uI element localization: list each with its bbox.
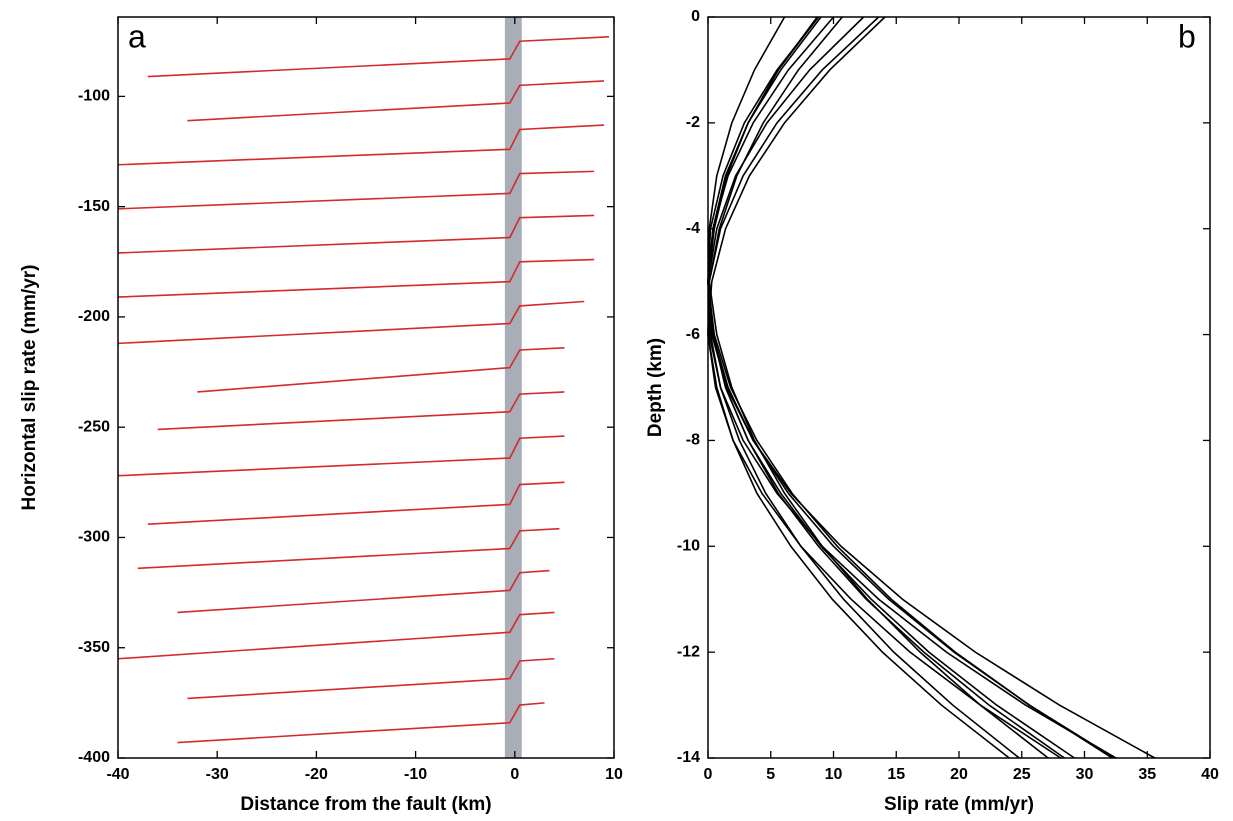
profile-line xyxy=(177,569,550,614)
x-tick-label: 20 xyxy=(950,766,968,783)
panel-label: b xyxy=(1178,18,1196,54)
y-tick-label: -8 xyxy=(686,432,700,449)
x-tick-label: -30 xyxy=(206,766,229,783)
y-tick-label: -250 xyxy=(78,418,110,435)
panel-label: a xyxy=(128,18,146,54)
profile-line xyxy=(117,124,605,166)
x-tick-label: -20 xyxy=(305,766,328,783)
profile-line xyxy=(707,16,1020,759)
x-tick-label: 25 xyxy=(1013,766,1031,783)
profile-line xyxy=(707,16,1065,759)
y-axis-label: Depth (km) xyxy=(645,338,666,437)
x-tick-label: -40 xyxy=(106,766,129,783)
y-tick-label: -200 xyxy=(78,308,110,325)
profile-line xyxy=(137,527,560,570)
axes-frame xyxy=(707,16,1211,759)
x-tick-label: -10 xyxy=(404,766,427,783)
profile-line xyxy=(707,16,1062,759)
profile-line xyxy=(157,391,565,431)
axes-frame xyxy=(117,16,615,759)
y-tick-label: -2 xyxy=(686,114,700,131)
y-tick-label: -300 xyxy=(78,529,110,546)
y-tick-label: -400 xyxy=(78,749,110,766)
profile-line xyxy=(708,16,1117,759)
y-tick-label: -4 xyxy=(686,220,700,237)
fault-zone xyxy=(504,17,522,758)
x-tick-label: 40 xyxy=(1201,766,1219,783)
profile-line xyxy=(117,170,595,210)
profile-line xyxy=(707,16,1156,759)
x-tick-label: 0 xyxy=(704,766,713,783)
y-tick-label: 0 xyxy=(691,8,700,25)
x-axis-label: Distance from the fault (km) xyxy=(240,794,491,815)
y-tick-label: -350 xyxy=(78,639,110,656)
y-tick-label: -6 xyxy=(686,326,700,343)
x-tick-label: 15 xyxy=(887,766,905,783)
profile-line xyxy=(117,300,585,345)
x-tick-label: 10 xyxy=(605,766,623,783)
x-tick-label: 0 xyxy=(510,766,519,783)
profile-line xyxy=(117,435,565,477)
profile-line xyxy=(187,657,555,700)
profile-line xyxy=(117,214,595,254)
profile-line xyxy=(707,16,1113,759)
profile-line xyxy=(117,258,595,298)
profile-line xyxy=(147,36,610,78)
profile-line xyxy=(117,611,555,660)
profile-line xyxy=(187,80,605,122)
y-tick-label: -12 xyxy=(677,643,700,660)
y-tick-label: -150 xyxy=(78,198,110,215)
x-tick-label: 30 xyxy=(1076,766,1094,783)
y-axis-label: Horizontal slip rate (mm/yr) xyxy=(19,265,40,511)
profile-line xyxy=(197,347,565,393)
x-tick-label: 10 xyxy=(825,766,843,783)
y-tick-label: -14 xyxy=(677,749,700,766)
profile-line xyxy=(708,16,1049,759)
y-tick-label: -100 xyxy=(78,88,110,105)
profile-line xyxy=(177,702,545,744)
x-tick-label: 5 xyxy=(766,766,775,783)
profile-line xyxy=(707,16,1116,759)
profile-line xyxy=(147,481,565,526)
x-tick-label: 35 xyxy=(1138,766,1156,783)
y-tick-label: -10 xyxy=(677,538,700,555)
x-axis-label: Slip rate (mm/yr) xyxy=(884,794,1034,815)
profile-line xyxy=(707,16,1010,759)
